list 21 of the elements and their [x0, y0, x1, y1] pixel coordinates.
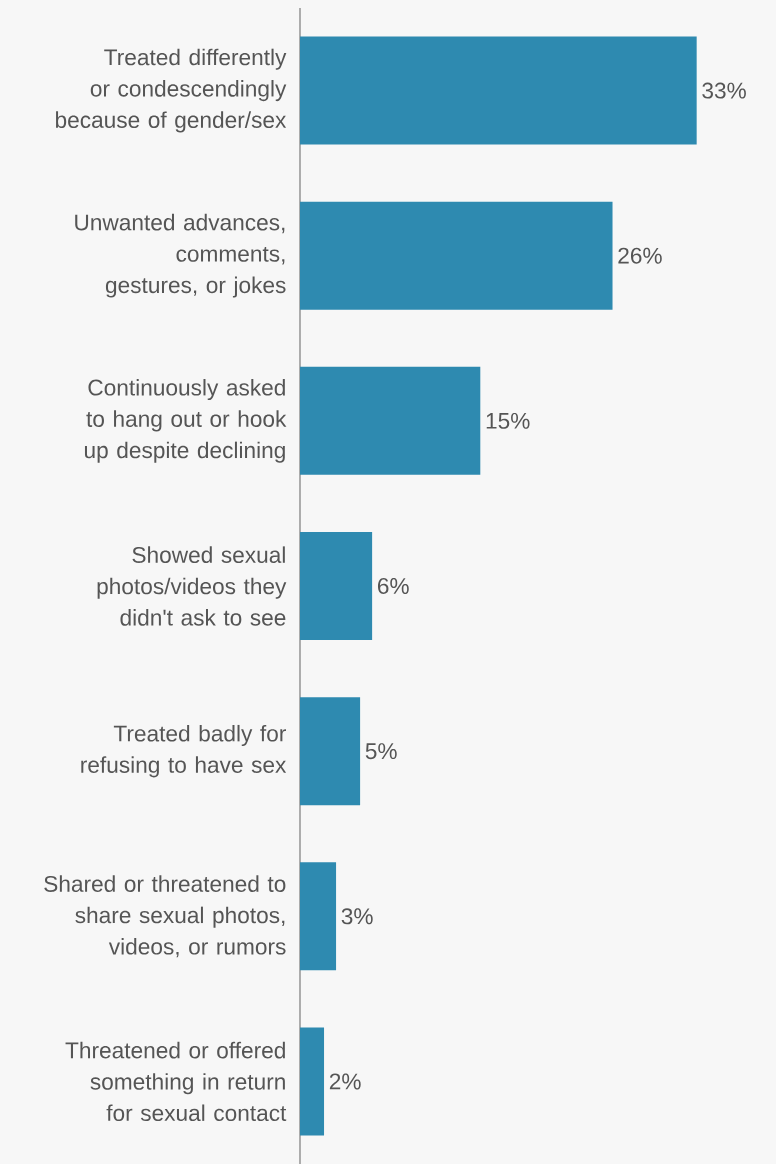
y-tick-label: Threatened or offered something in return for sexual contact — [65, 1041, 287, 1122]
y-tick-label: Shared or threatened to share sexual photos, videos, or rumors — [44, 875, 286, 958]
bar — [300, 1027, 325, 1136]
y-tick-label: Continuously asked to hang out or hook up despite declining — [84, 378, 287, 463]
data-label: 33% — [702, 82, 746, 99]
bar — [300, 366, 481, 475]
y-tick-label: Showed sexual photos/videos they didn't ask to see — [97, 546, 287, 626]
bar — [300, 862, 337, 971]
data-label: 5% — [365, 743, 397, 760]
bar — [300, 697, 361, 806]
data-label: 2% — [329, 1073, 361, 1090]
data-label: 26% — [618, 247, 662, 264]
data-label: 6% — [377, 577, 409, 595]
data-label: 15% — [486, 412, 530, 429]
y-tick-label: Unwanted advances, comments, gestures, or jokes — [75, 213, 286, 298]
bar — [300, 201, 613, 310]
bar — [300, 36, 697, 145]
y-tick-label: Treated badly for refusing to have sex — [81, 724, 287, 778]
data-label: 3% — [341, 908, 373, 925]
bar — [300, 532, 373, 641]
y-tick-label: Treated differently or condescendingly because of gender/sex — [56, 48, 287, 133]
